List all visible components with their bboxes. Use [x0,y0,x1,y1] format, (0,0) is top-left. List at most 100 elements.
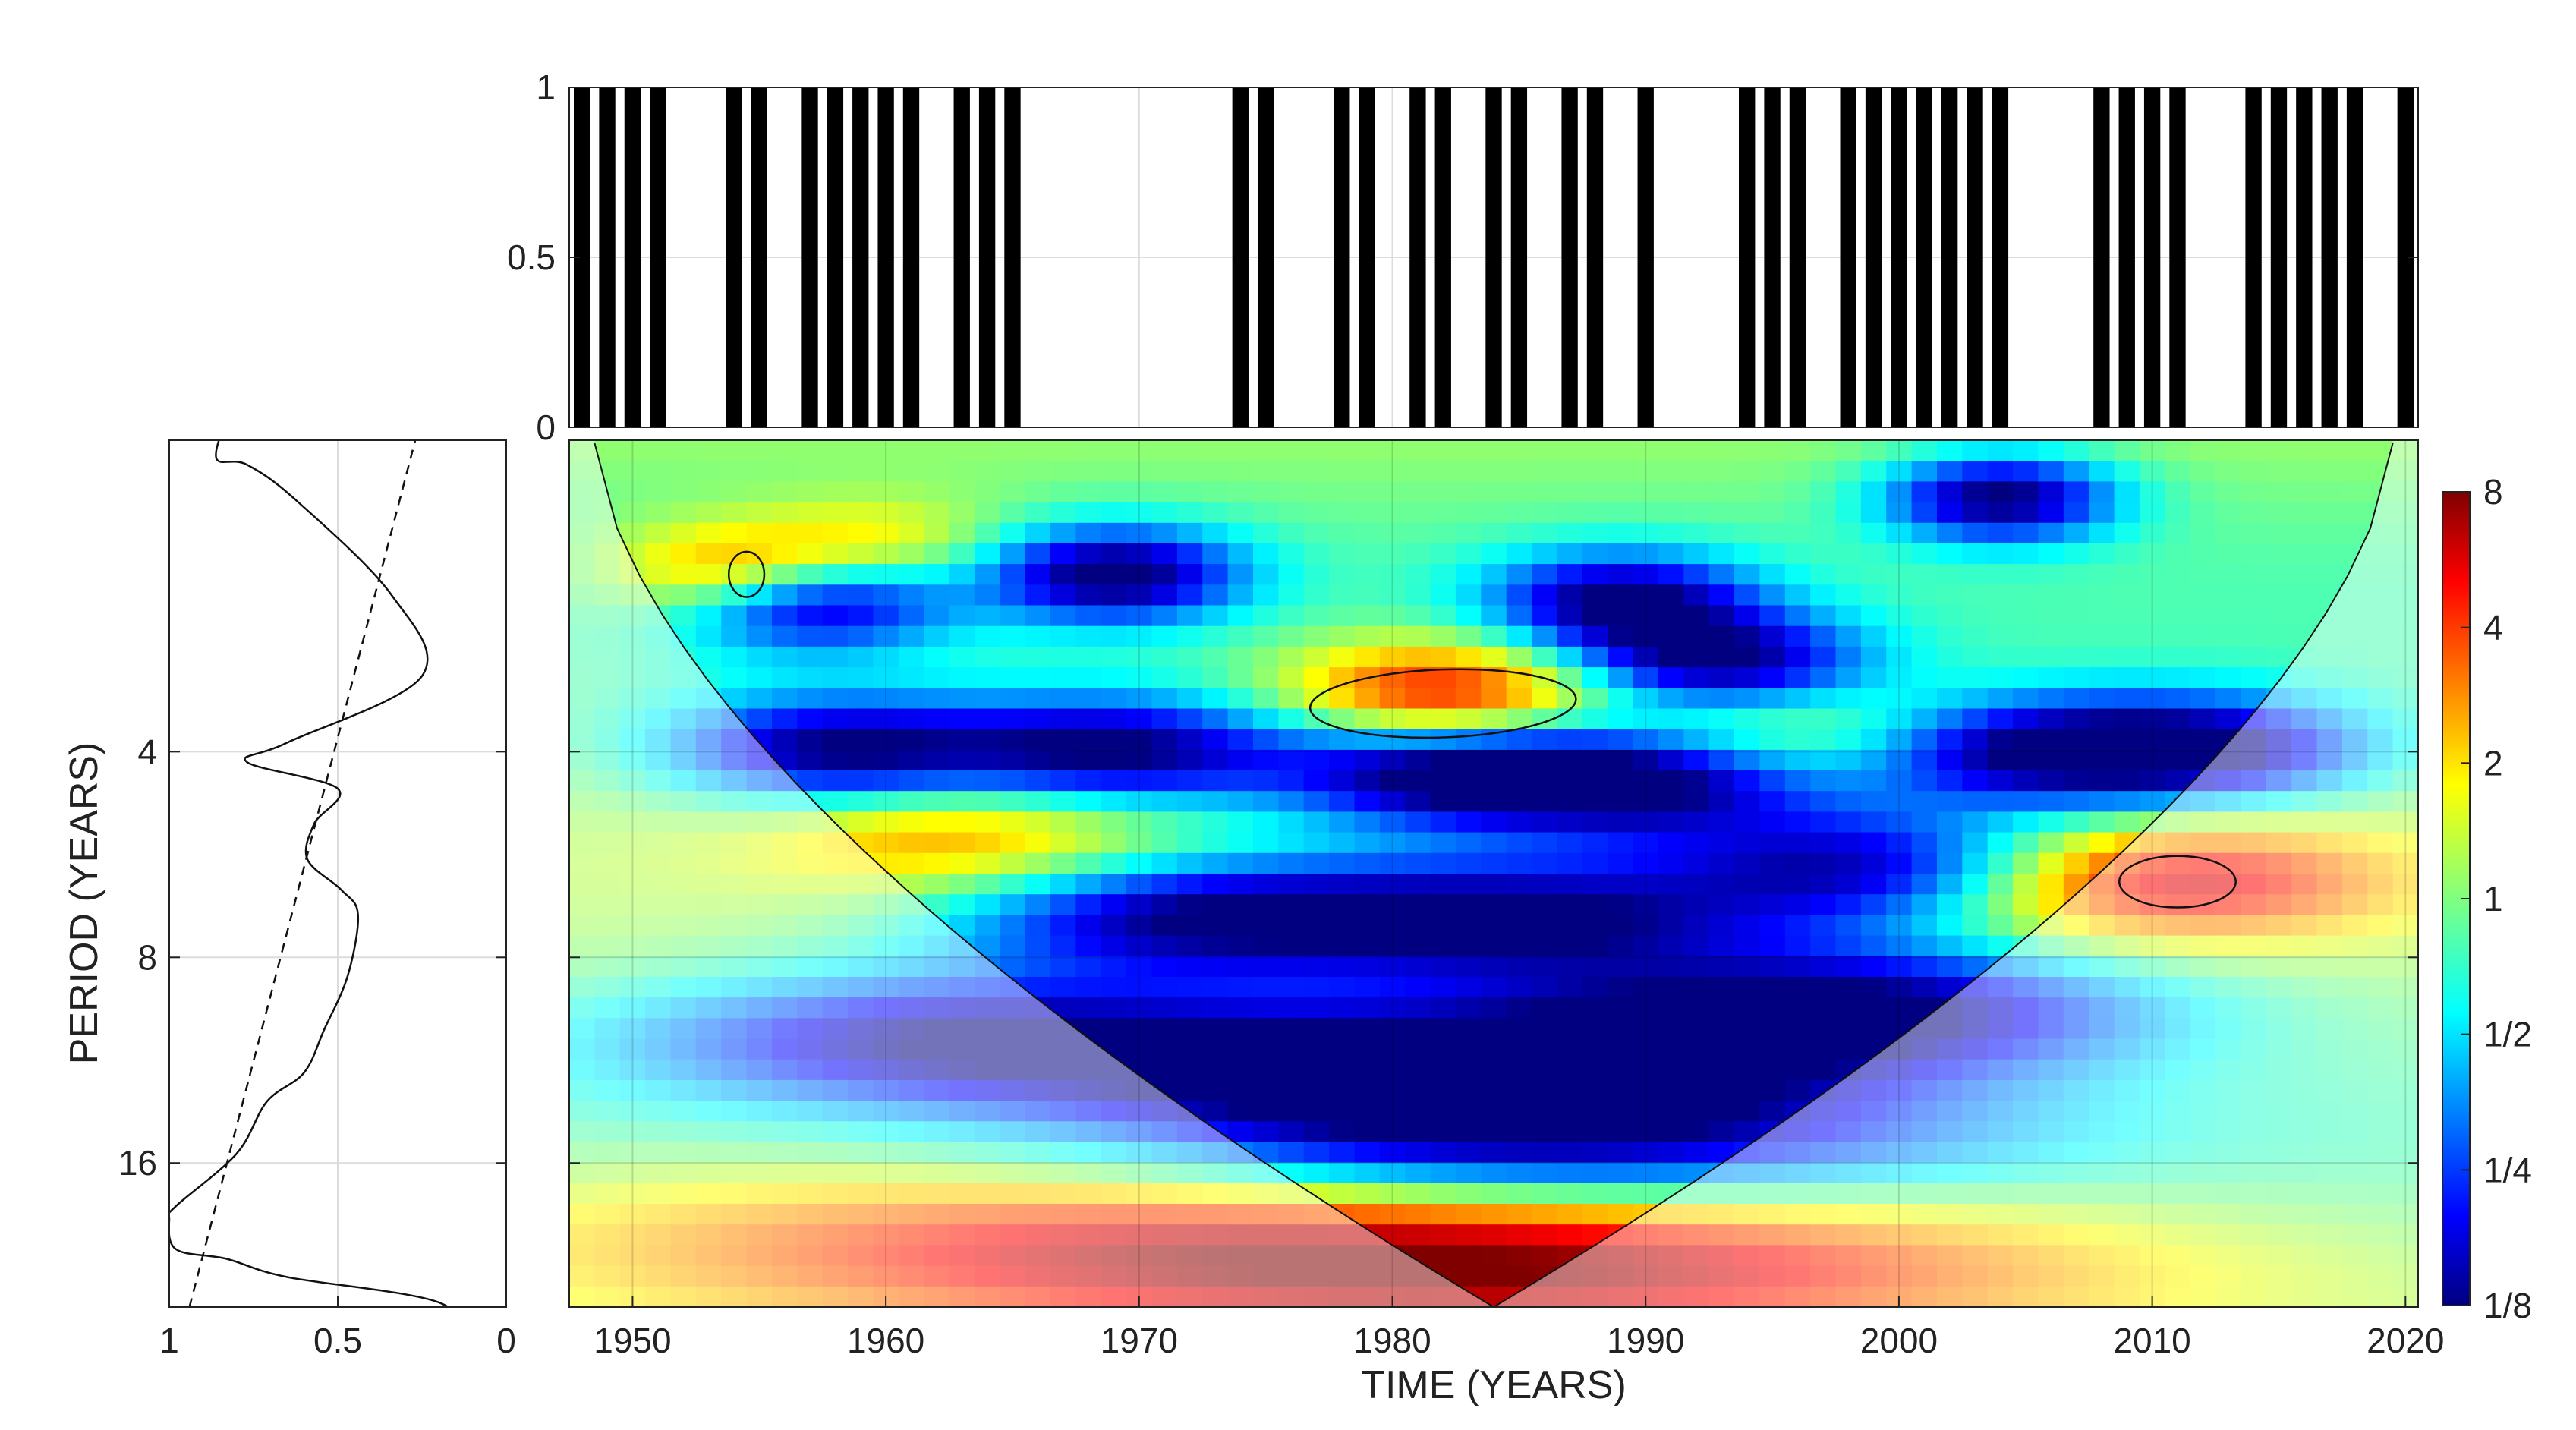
heatmap-cell [1151,977,1178,999]
heatmap-cell [1683,894,1710,916]
heatmap-cell [1379,915,1406,937]
heatmap-cell [1608,584,1634,606]
heatmap-cell [974,461,1001,483]
heatmap-cell [848,1038,874,1060]
heatmap-cell [1050,461,1077,483]
heatmap-cell [1987,584,2014,606]
heatmap-cell [1582,852,1609,874]
heatmap-cell [1633,791,1659,813]
heatmap-cell [949,1286,975,1307]
heatmap-cell [746,440,773,462]
heatmap-cell [1506,605,1533,627]
heatmap-cell [1126,915,1153,937]
heatmap-cell [721,440,748,462]
heatmap-cell [2063,770,2090,792]
heatmap-cell [2165,564,2191,586]
heatmap-cell [1532,461,1558,483]
heatmap-cell [1405,1079,1431,1102]
heatmap-cell [2013,605,2039,627]
heatmap-cell [746,461,773,483]
heatmap-cell [898,977,925,999]
heatmap-cell [594,625,621,647]
heatmap-cell [2241,502,2267,524]
heatmap-cell [1025,1121,1052,1143]
heatmap-cell [1050,749,1077,772]
heatmap-cell [2114,667,2140,689]
heatmap-cell [974,481,1001,503]
heatmap-cell [2114,584,2140,606]
heatmap-cell [822,708,849,730]
heatmap-cell [594,1204,621,1226]
heatmap-cell [1405,935,1431,957]
heatmap-cell [1886,935,1913,957]
heatmap-cell [1506,564,1533,586]
heatmap-cell [645,770,672,792]
heatmap-cell [1784,1059,1812,1081]
heatmap-cell [1506,1121,1533,1143]
heatmap-cell [949,584,975,606]
heatmap-cell [1608,461,1634,483]
heatmap-cell [1683,874,1710,896]
heatmap-cell [1886,874,1913,896]
heatmap-cell [1050,708,1077,730]
heatmap-cell [594,1079,621,1102]
heatmap-cell [1532,977,1558,999]
heatmap-cell [1886,646,1913,669]
heatmap-cell [1608,977,1634,999]
heatmap-cell [1278,543,1305,565]
heatmap-cell [1430,522,1456,544]
heatmap-cell [721,977,748,999]
heatmap-cell [1911,977,1938,999]
heatmap-cell [1253,708,1280,730]
heatmap-cell [1379,874,1406,896]
heatmap-cell [2165,729,2191,751]
heatmap-cell [1176,584,1204,606]
heatmap-cell [1176,1059,1204,1081]
heatmap-cell [2114,729,2140,751]
heatmap-cell [1835,832,1862,854]
heatmap-cell [1734,1121,1761,1143]
heatmap-cell [670,584,697,606]
heatmap-cell [1329,1121,1356,1143]
heatmap-cell [1405,729,1431,751]
heatmap-cell [645,1101,672,1123]
heatmap-cell [721,874,748,896]
heatmap-cell [1176,688,1204,710]
heatmap-cell [2215,543,2242,565]
heatmap-cell [1582,1121,1609,1143]
event-bar [1764,87,1781,427]
heatmap-cell [1810,1059,1837,1081]
heatmap-cell [2291,522,2318,544]
heatmap-cell [1227,1204,1254,1226]
heatmap-cell [1911,894,1938,916]
heatmap-cell [1506,1162,1533,1184]
heatmap-cell [1658,1121,1685,1143]
heatmap-cell [898,708,925,730]
heatmap-cell [1329,1059,1356,1081]
heatmap-cell [924,625,950,647]
heatmap-cell [2089,770,2115,792]
heatmap-cell [1354,481,1381,503]
heatmap-cell [1633,564,1659,586]
heatmap-cell [797,956,824,978]
heatmap-cell [924,1018,950,1040]
heatmap-cell [1658,894,1685,916]
heatmap-cell [974,1204,1001,1226]
heatmap-cell [695,522,723,544]
heatmap-cell [1860,461,1888,483]
heatmap-cell [1633,811,1659,833]
heatmap-cell [746,811,773,833]
heatmap-cell [772,1059,798,1081]
heatmap-cell [1937,605,1963,627]
heatmap-cell [1202,522,1229,544]
heatmap-cell [670,1245,697,1267]
heatmap-cell [569,935,596,957]
heatmap-cell [797,1265,824,1287]
heatmap-cell [1886,502,1913,524]
heatmap-cell [1608,1183,1634,1205]
colorbar-tick-label: 1/2 [2483,1015,2532,1054]
heatmap-cell [1075,708,1102,730]
heatmap-cell [1759,708,1786,730]
heatmap-cell [1810,625,1837,647]
heatmap-cell [848,708,874,730]
